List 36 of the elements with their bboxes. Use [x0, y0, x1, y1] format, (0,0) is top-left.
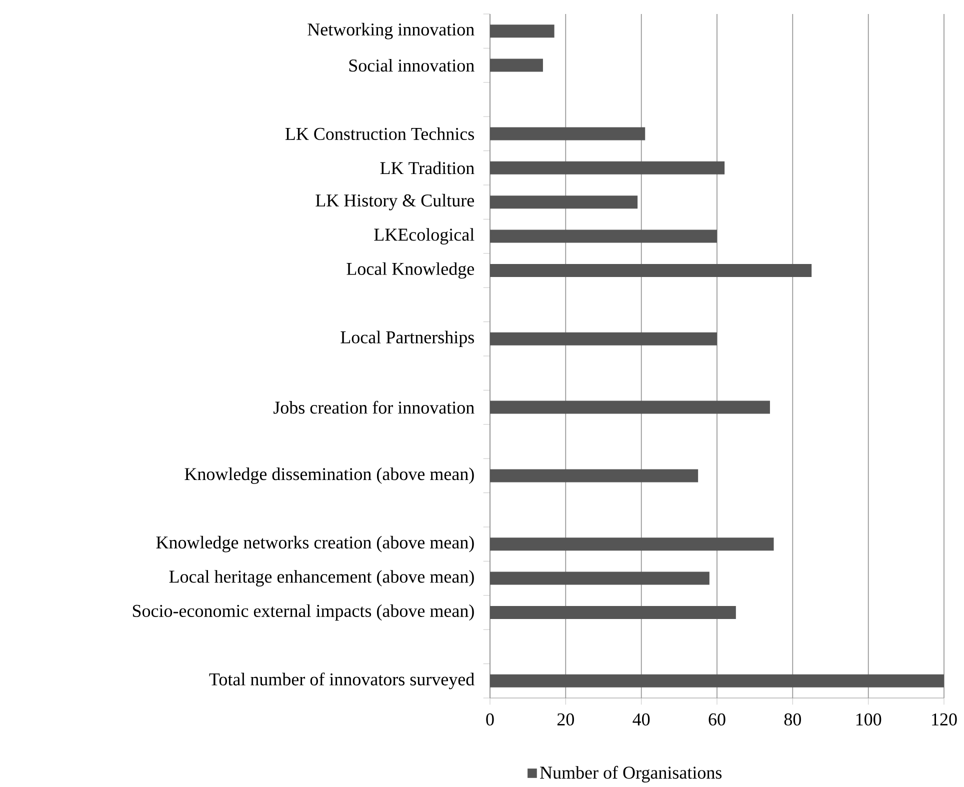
- x-tick-label: 60: [708, 713, 726, 726]
- bar: [490, 400, 770, 414]
- x-tick-label: 100: [856, 713, 882, 726]
- y-tick-label: Knowledge dissemination (above mean): [184, 468, 474, 484]
- bar: [490, 24, 554, 38]
- y-tick-label: Local heritage enhancement (above mean): [169, 570, 474, 586]
- x-tick-label: 0: [486, 713, 494, 726]
- bar: [490, 161, 725, 174]
- x-tick-label: 40: [632, 713, 650, 726]
- y-tick-label: Local Knowledge: [346, 262, 474, 279]
- y-tick-label: Socio-economic external impacts (above mean): [132, 604, 474, 621]
- bar: [490, 58, 543, 72]
- y-tick-label: Jobs creation for innovation: [274, 400, 474, 414]
- y-tick-label: LKEcological: [374, 228, 474, 244]
- x-tick-label: 20: [557, 713, 574, 726]
- legend-label: Number of Organisations: [540, 766, 722, 782]
- bar: [490, 538, 774, 551]
- bar: [490, 469, 698, 482]
- y-tick-label: LK Construction Technics: [285, 127, 474, 140]
- bar: [490, 606, 736, 619]
- y-tick-label: LK History & Culture: [316, 194, 474, 210]
- y-tick-label: Knowledge networks creation (above mean): [156, 536, 474, 552]
- bar: [490, 127, 646, 140]
- bar: [490, 196, 638, 209]
- x-tick-label: 80: [784, 713, 801, 726]
- bar: [490, 230, 717, 243]
- bar: [490, 332, 717, 346]
- y-tick-label: Total number of innovators surveyed: [209, 672, 474, 690]
- x-tick-label: 120: [932, 713, 957, 726]
- bar: [490, 264, 812, 277]
- y-tick-label: LK Tradition: [380, 162, 474, 174]
- y-tick-label: Networking innovation: [308, 22, 474, 40]
- y-tick-label: Local Partnerships: [340, 330, 474, 348]
- bar: [490, 572, 710, 585]
- bar: [490, 674, 944, 688]
- y-tick-label: Social innovation: [349, 58, 474, 72]
